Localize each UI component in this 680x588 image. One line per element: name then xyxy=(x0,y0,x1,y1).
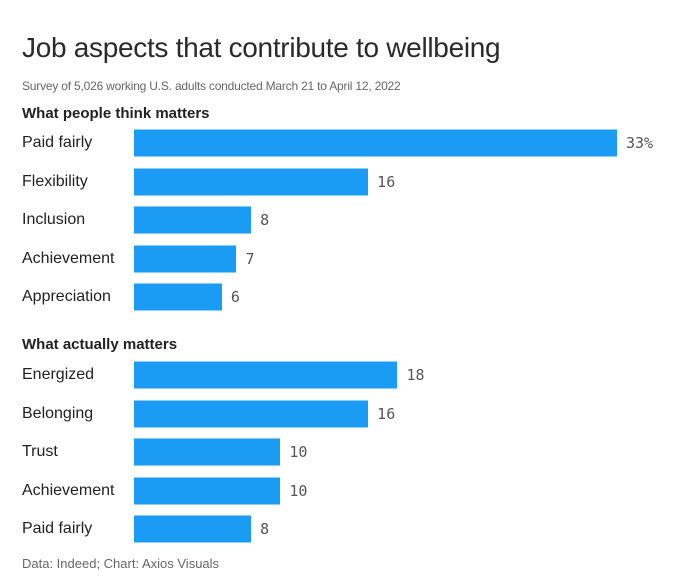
bar xyxy=(134,400,369,427)
bar xyxy=(134,129,617,157)
bar xyxy=(134,361,398,389)
bar xyxy=(134,168,369,195)
value-label: 6 xyxy=(230,288,240,306)
category-label: Belonging xyxy=(22,404,94,422)
value-label: 8 xyxy=(260,211,270,229)
category-label: Flexibility xyxy=(22,172,88,190)
group-heading: What people think matters xyxy=(22,105,210,122)
value-label: 8 xyxy=(260,520,270,538)
category-label: Inclusion xyxy=(22,211,86,228)
bar xyxy=(134,245,237,272)
value-label: 10 xyxy=(289,443,308,461)
group-heading: What actually matters xyxy=(22,336,178,353)
bar xyxy=(134,515,252,543)
bar xyxy=(134,283,222,311)
bar xyxy=(134,477,281,504)
bar xyxy=(134,206,252,234)
value-label: 10 xyxy=(289,481,308,500)
value-label: 16 xyxy=(377,404,396,423)
bar xyxy=(134,438,281,466)
category-label: Trust xyxy=(22,443,58,460)
chart-subtitle: Survey of 5,026 working U.S. adults cond… xyxy=(22,79,401,93)
value-label: 33% xyxy=(626,134,654,152)
chart-title: Job aspects that contribute to wellbeing xyxy=(22,32,501,63)
category-label: Energized xyxy=(22,366,95,383)
value-label: 18 xyxy=(406,366,425,384)
category-label: Appreciation xyxy=(22,288,111,305)
category-label: Paid fairly xyxy=(22,134,93,151)
value-label: 16 xyxy=(377,172,396,191)
value-label: 7 xyxy=(245,249,255,268)
category-label: Achievement xyxy=(22,249,115,267)
chart-source: Data: Indeed; Chart: Axios Visuals xyxy=(22,556,220,571)
category-label: Paid fairly xyxy=(22,520,93,537)
category-label: Achievement xyxy=(22,481,115,499)
